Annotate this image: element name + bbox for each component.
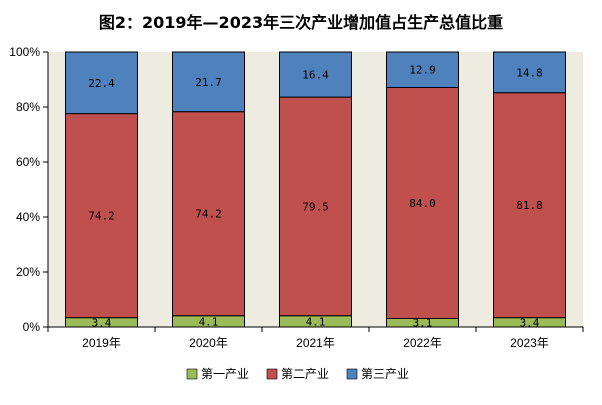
x-tick-label: 2022年 [403,336,442,350]
legend-swatch-series-3 [346,368,358,380]
y-tick-label: 80% [16,100,40,114]
legend: 第一产业 第二产业 第三产业 [186,367,409,381]
data-label-series-3-2022年: 12.9 [409,64,436,77]
x-tick-label: 2019年 [82,336,121,350]
y-tick-label: 0% [23,320,41,334]
bar-series-2-2022年 [386,86,459,319]
data-label-series-3-2023年: 14.8 [516,66,543,79]
y-tick-label: 40% [16,210,40,224]
data-label-series-2-2021年: 79.5 [302,200,329,213]
legend-label-series-3: 第三产业 [361,367,409,381]
data-label-series-3-2021年: 16.4 [302,69,329,82]
x-tick-label: 2023年 [510,336,549,350]
bar-series-3-2019年 [65,51,138,115]
data-label-series-1-2021年: 4.1 [306,315,326,328]
bar-series-3-2020年 [172,51,245,113]
data-label-series-2-2022年: 84.0 [409,197,436,210]
bar-series-2-2020年 [172,111,245,317]
data-label-series-2-2019年: 74.2 [88,210,115,223]
x-tick-label: 2021年 [296,336,335,350]
data-label-series-2-2023年: 81.8 [516,199,543,212]
data-label-series-1-2023年: 3.4 [520,316,540,329]
data-label-series-3-2019年: 22.4 [88,77,115,90]
bar-series-3-2023年 [493,51,566,94]
data-label-series-2-2020年: 74.2 [195,208,222,221]
y-tick-label: 20% [16,265,40,279]
plot-area: 3.4 74.2 22.4 2019年 4.1 74.2 21.7 2020年 4.1 79.5 1… [9,45,584,350]
chart-title: 图2：2019年—2023年三次产业增加值占生产总值比重 [99,13,503,32]
x-tick-label: 2020年 [189,336,228,350]
y-tick-label: 100% [9,45,40,59]
bar-series-3-2021年 [279,51,352,98]
bar-series-2-2021年 [279,96,352,317]
legend-swatch-series-1 [186,368,198,380]
data-label-series-1-2022年: 3.1 [413,317,433,330]
data-label-series-1-2020年: 4.1 [199,315,219,328]
legend-label-series-1: 第一产业 [201,367,249,381]
data-label-series-3-2020年: 21.7 [195,76,222,89]
legend-label-series-2: 第二产业 [281,367,329,381]
y-tick-label: 60% [16,155,40,169]
legend-swatch-series-2 [266,368,278,380]
bar-series-2-2023年 [493,92,566,319]
bar-series-3-2022年 [386,51,459,88]
data-label-series-1-2019年: 3.4 [92,316,112,329]
